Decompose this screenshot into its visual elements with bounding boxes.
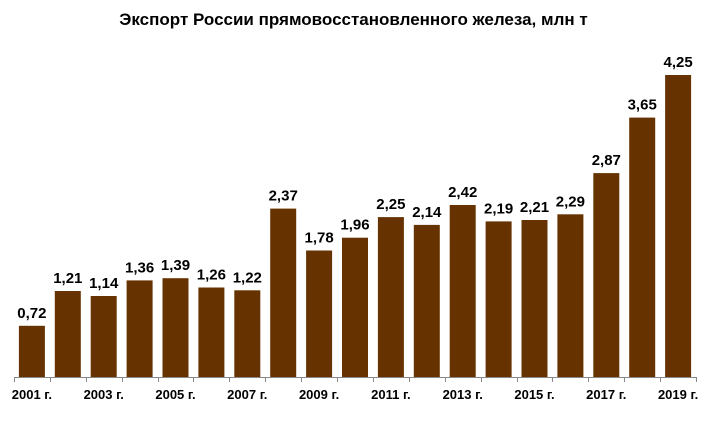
x-tick-label: 2003 г.: [84, 387, 124, 402]
x-tick-label: 2013 г.: [443, 387, 483, 402]
x-labels-group: 2001 г. 2003 г. 2005 г. 2007 г. 2009 г. 2011 …: [12, 387, 698, 402]
value-labels-group: 0,72 1,21 1,14 1,36 1,39 1,26 1,22 2,37 1,78 1,96…: [17, 54, 692, 322]
x-tick-label: 2005 г.: [155, 387, 195, 402]
bar: [665, 75, 692, 377]
bar: [198, 287, 225, 377]
data-label: 1,96: [340, 217, 369, 234]
data-label: 1,26: [197, 267, 226, 284]
bar: [557, 214, 584, 377]
bar: [485, 221, 512, 377]
bar: [449, 205, 476, 377]
data-label: 1,36: [125, 259, 154, 276]
data-label: 2,37: [269, 188, 298, 205]
data-label: 2,21: [520, 199, 549, 216]
data-label: 4,25: [663, 54, 692, 71]
chart-title: Экспорт России прямовосстановленного жел…: [119, 10, 587, 29]
bar: [413, 224, 440, 377]
x-ticks-group: [14, 377, 697, 382]
data-label: 1,78: [304, 230, 333, 247]
bar: [54, 291, 81, 377]
bar: [593, 173, 620, 377]
data-label: 1,22: [233, 269, 262, 286]
bar: [90, 296, 117, 377]
bar: [306, 250, 333, 377]
bar: [342, 237, 368, 377]
bar: [18, 325, 45, 377]
data-label: 1,14: [89, 275, 119, 292]
data-label: 1,21: [53, 270, 82, 287]
bar: [270, 208, 297, 377]
data-label: 2,14: [412, 204, 442, 221]
bar: [162, 278, 189, 377]
x-tick-label: 2009 г.: [299, 387, 339, 402]
data-label: 2,87: [592, 152, 621, 169]
bar: [377, 217, 404, 377]
bar: [126, 280, 153, 377]
data-label: 2,29: [556, 193, 585, 210]
bars-group: [18, 75, 692, 377]
data-label: 2,25: [376, 196, 405, 213]
x-tick-label: 2011 г.: [371, 387, 411, 402]
x-tick-label: 2007 г.: [227, 387, 267, 402]
bar: [234, 290, 261, 377]
data-label: 2,42: [448, 184, 477, 201]
data-label: 0,72: [17, 305, 46, 322]
bar: [629, 117, 656, 377]
x-tick-label: 2017 г.: [586, 387, 626, 402]
x-tick-label: 2019 г.: [658, 387, 698, 402]
data-label: 3,65: [628, 97, 657, 114]
data-label: 1,39: [161, 257, 190, 274]
x-tick-label: 2001 г.: [12, 387, 52, 402]
data-label: 2,19: [484, 200, 513, 217]
x-tick-label: 2015 г.: [514, 387, 554, 402]
bar: [521, 220, 548, 377]
